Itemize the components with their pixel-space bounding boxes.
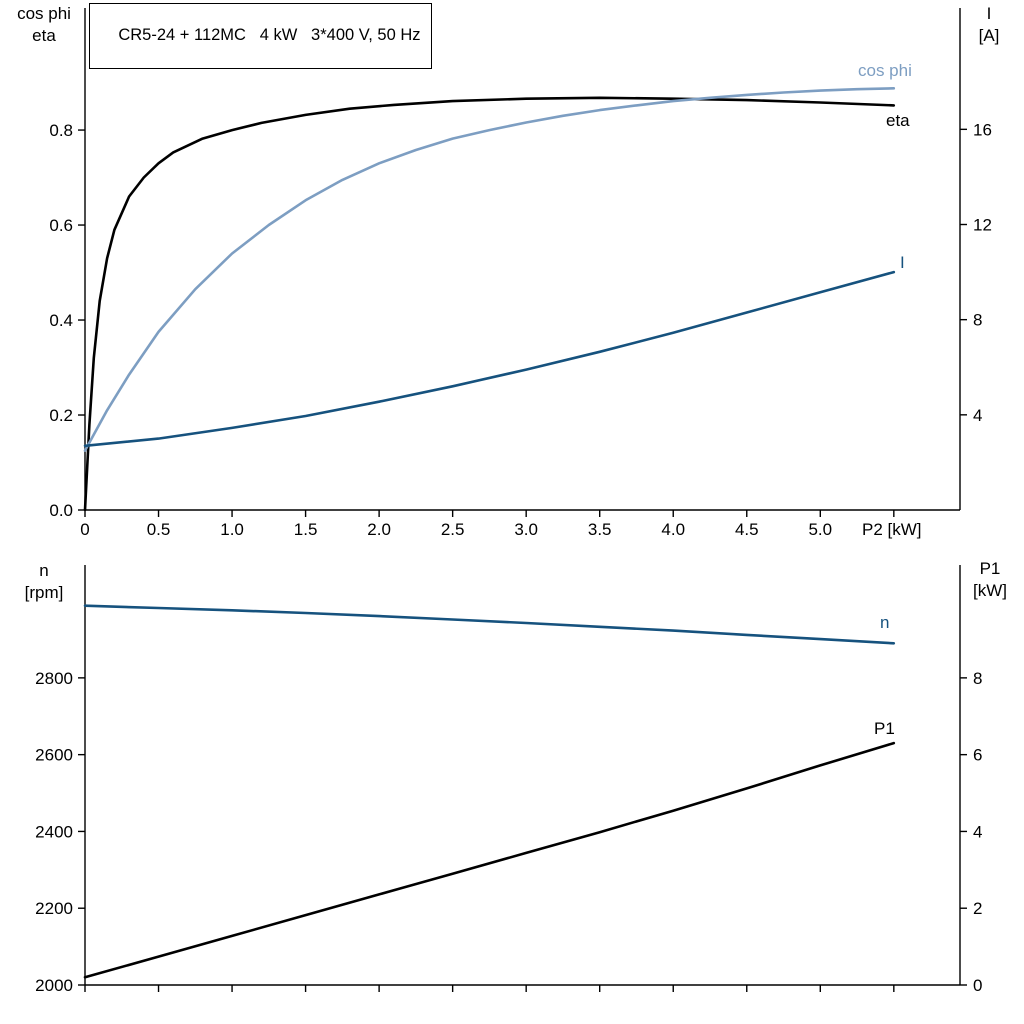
axis-title-eta: eta [32, 26, 56, 45]
bottom-chart-left-axis-title: n [rpm] [4, 560, 84, 604]
svg-text:2: 2 [973, 899, 982, 918]
svg-text:2800: 2800 [35, 669, 73, 688]
svg-text:2000: 2000 [35, 976, 73, 995]
axis-title-p1-unit: [kW] [973, 581, 1007, 600]
svg-text:4.5: 4.5 [735, 520, 759, 539]
svg-text:0: 0 [80, 520, 89, 539]
svg-text:0.8: 0.8 [49, 121, 73, 140]
svg-text:5.0: 5.0 [808, 520, 832, 539]
axis-title-speed: n [39, 561, 49, 580]
svg-text:16: 16 [973, 120, 992, 139]
chart-title: CR5-24 + 112MC 4 kW 3*400 V, 50 Hz [118, 26, 421, 44]
axis-title-current: I [986, 4, 992, 23]
svg-text:4: 4 [973, 406, 982, 425]
svg-text:2.0: 2.0 [367, 520, 391, 539]
svg-text:8: 8 [973, 311, 982, 330]
axis-title-speed-unit: [rpm] [24, 583, 64, 602]
svg-text:12: 12 [973, 216, 992, 235]
svg-text:2.5: 2.5 [441, 520, 465, 539]
curve-label-p1: P1 [874, 719, 895, 738]
svg-text:6: 6 [973, 746, 982, 765]
curve-label-cos-phi: cos phi [858, 61, 912, 80]
top-chart-right-axis-title: I [A] [966, 3, 1012, 47]
curve-label-current: I [900, 253, 905, 272]
svg-text:3.0: 3.0 [514, 520, 538, 539]
chart-title-box: CR5-24 + 112MC 4 kW 3*400 V, 50 Hz [89, 3, 432, 69]
svg-text:2600: 2600 [35, 746, 73, 765]
svg-text:1.0: 1.0 [220, 520, 244, 539]
svg-text:8: 8 [973, 669, 982, 688]
svg-text:0: 0 [973, 976, 982, 995]
svg-text:0.0: 0.0 [49, 501, 73, 520]
curve-label-speed: n [880, 613, 890, 632]
curve-label-eta: eta [886, 111, 910, 130]
svg-text:4: 4 [973, 822, 982, 841]
axis-title-p1: P1 [979, 559, 1001, 578]
x-axis-label: P2 [kW] [862, 520, 922, 539]
svg-text:0.2: 0.2 [49, 406, 73, 425]
svg-text:3.5: 3.5 [588, 520, 612, 539]
svg-text:0.5: 0.5 [147, 520, 171, 539]
svg-text:0.6: 0.6 [49, 216, 73, 235]
axis-title-current-unit: [A] [978, 26, 1000, 45]
svg-text:4.0: 4.0 [661, 520, 685, 539]
svg-text:1.5: 1.5 [294, 520, 318, 539]
svg-text:0.4: 0.4 [49, 311, 73, 330]
axis-title-cos-phi: cos phi [17, 4, 71, 23]
bottom-chart-right-axis-title: P1 [kW] [962, 558, 1018, 602]
top-chart-left-axis-title: cos phi eta [4, 3, 84, 47]
svg-text:2200: 2200 [35, 899, 73, 918]
svg-text:2400: 2400 [35, 822, 73, 841]
